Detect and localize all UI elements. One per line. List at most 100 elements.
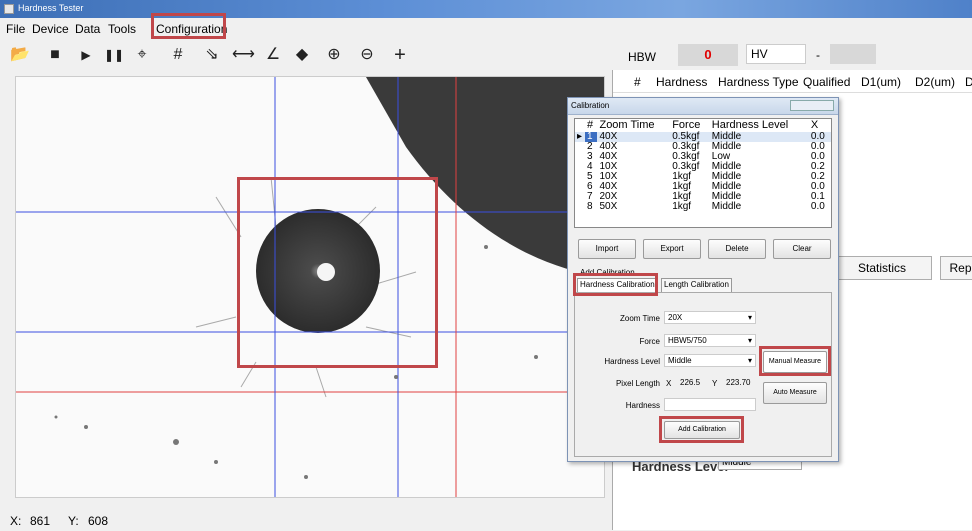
table-header-divider <box>613 92 972 93</box>
delete-button[interactable]: Delete <box>708 239 766 259</box>
menu-file[interactable]: File <box>6 22 26 36</box>
table-cell: 4 <box>587 161 593 172</box>
col-d1[interactable]: D1(um) <box>861 75 902 89</box>
window-controls[interactable] <box>790 100 834 111</box>
row-marker <box>575 142 585 152</box>
table-cell: Low <box>711 151 731 162</box>
hardness-level-select[interactable]: Middle ▾ <box>664 354 756 367</box>
table-cell: 3 <box>587 151 593 162</box>
hardness-field[interactable] <box>664 398 756 411</box>
open-icon[interactable]: 📂 <box>10 46 30 63</box>
table-cell: Middle <box>711 161 742 172</box>
grid-icon[interactable]: # <box>173 46 183 63</box>
table-cell: 10X <box>599 171 618 182</box>
grid-diagonal-icon[interactable]: ⌖ <box>137 46 147 63</box>
menu-tools[interactable]: Tools <box>108 22 137 36</box>
table-cell: Middle <box>711 131 742 142</box>
col-hardness[interactable]: Hardness <box>656 75 708 89</box>
table-cell: Middle <box>711 181 742 192</box>
row-marker <box>575 152 585 162</box>
table-row[interactable]: 3 40X 0.3kgf Low 0.0 <box>575 152 831 162</box>
table-row[interactable]: 6 40X 1kgf Middle 0.0 <box>575 182 831 192</box>
chevron-down-icon: ▾ <box>747 356 752 365</box>
menu-data[interactable]: Data <box>75 22 101 36</box>
auto-measure-button[interactable]: Auto Measure <box>763 382 827 404</box>
th-hardness-level[interactable]: Hardness Level <box>711 119 789 131</box>
table-cell: 2 <box>587 141 593 152</box>
statistics-button[interactable]: Statistics <box>832 256 932 280</box>
table-cell: 5 <box>587 171 593 182</box>
save-icon[interactable]: ■ <box>50 46 60 63</box>
app-icon <box>4 4 14 14</box>
force-select[interactable]: HBW5/750 ▾ <box>664 334 756 347</box>
pixel-x-field[interactable]: 226.5 <box>676 376 704 389</box>
pixel-y-label: Y <box>712 379 718 388</box>
add-calibration-button[interactable]: Add Calibration <box>664 421 740 439</box>
row-marker <box>575 172 585 182</box>
eraser-icon[interactable]: ◆ <box>295 46 309 63</box>
table-row[interactable]: 7 20X 1kgf Middle 0.1 <box>575 192 831 202</box>
select-arrow-icon[interactable]: ⇘ <box>205 46 219 63</box>
th-force[interactable]: Force <box>672 119 701 131</box>
table-cell: 40X <box>599 151 618 162</box>
col-number[interactable]: # <box>634 75 641 89</box>
crosshair-icon[interactable]: + <box>394 44 406 66</box>
export-button[interactable]: Export <box>643 239 701 259</box>
highlight-add-calibration <box>659 416 744 443</box>
pause-icon[interactable]: ❚❚ <box>104 48 125 62</box>
force-value: HBW5/750 <box>668 336 707 345</box>
th-number[interactable]: # <box>587 119 594 131</box>
table-cell: 8 <box>587 201 593 212</box>
table-cell: 50X <box>599 201 618 212</box>
measure-angle-icon[interactable]: ∠ <box>265 46 281 63</box>
import-button[interactable]: Import <box>578 239 636 259</box>
table-cell: 1kgf <box>672 181 692 192</box>
highlight-manual-measure <box>759 346 831 376</box>
tab-length-calibration[interactable]: Length Calibration <box>661 278 732 292</box>
col-hardness-type[interactable]: Hardness Type <box>718 75 799 89</box>
hv-value: - <box>816 48 820 62</box>
manual-measure-button[interactable]: Manual Measure <box>763 351 827 373</box>
dialog-title: Calibration <box>571 101 610 110</box>
table-row[interactable]: 2 40X 0.3kgf Middle 0.0 <box>575 142 831 152</box>
th-zoom-time[interactable]: Zoom Time <box>599 119 655 131</box>
measure-length-icon[interactable]: ⟷ <box>232 46 255 63</box>
zoom-time-select[interactable]: 20X ▾ <box>664 311 756 324</box>
highlight-hardness-tab <box>573 273 658 296</box>
menu-configuration[interactable]: Configuration <box>156 22 228 36</box>
clear-button[interactable]: Clear <box>773 239 831 259</box>
table-row[interactable]: 8 50X 1kgf Middle 0.0 <box>575 202 831 212</box>
table-cell: 1 <box>585 132 598 142</box>
col-qualified[interactable]: Qualified <box>803 75 851 89</box>
hv-select[interactable]: HV <box>746 44 806 64</box>
report-button[interactable]: Rep <box>940 256 972 280</box>
table-cell: Middle <box>711 171 742 182</box>
pixel-y-field[interactable]: 223.70 <box>722 376 752 389</box>
play-icon[interactable]: ▶ <box>81 48 91 62</box>
bg-hardness-level-label: Hardness Level <box>632 459 729 474</box>
dialog-title-bar: Calibration <box>568 98 838 115</box>
th-x[interactable]: X <box>810 119 819 131</box>
table-cell: 0.5kgf <box>672 131 700 142</box>
microscope-image <box>16 77 604 497</box>
table-cell: 1kgf <box>672 171 692 182</box>
hardness-level-value: Middle <box>668 356 692 365</box>
microscope-image-pane[interactable] <box>15 76 605 498</box>
row-marker <box>575 182 585 192</box>
pixel-x-label: X <box>666 379 672 388</box>
zoom-in-icon[interactable]: ⊕ <box>327 46 341 63</box>
menu-device[interactable]: Device <box>32 22 69 36</box>
table-cell: 0.2 <box>810 171 825 182</box>
table-cell: 0.0 <box>810 141 825 152</box>
table-row[interactable]: 5 10X 1kgf Middle 0.2 <box>575 172 831 182</box>
table-row[interactable]: ▸ 1 40X 0.5kgf Middle 0.0 <box>575 132 831 142</box>
col-d[interactable]: D <box>965 75 972 89</box>
col-d2[interactable]: D2(um) <box>915 75 956 89</box>
table-cell: 0.0 <box>810 131 825 142</box>
table-row[interactable]: 4 10X 0.3kgf Middle 0.2 <box>575 162 831 172</box>
hv-value-box <box>830 44 876 64</box>
zoom-out-icon[interactable]: ⊖ <box>360 46 374 63</box>
calibration-table[interactable]: # Zoom Time Force Hardness Level X ▸ 1 40X… <box>574 118 832 228</box>
hbw-value: 0 <box>678 44 738 66</box>
row-marker: ▸ <box>577 131 583 142</box>
